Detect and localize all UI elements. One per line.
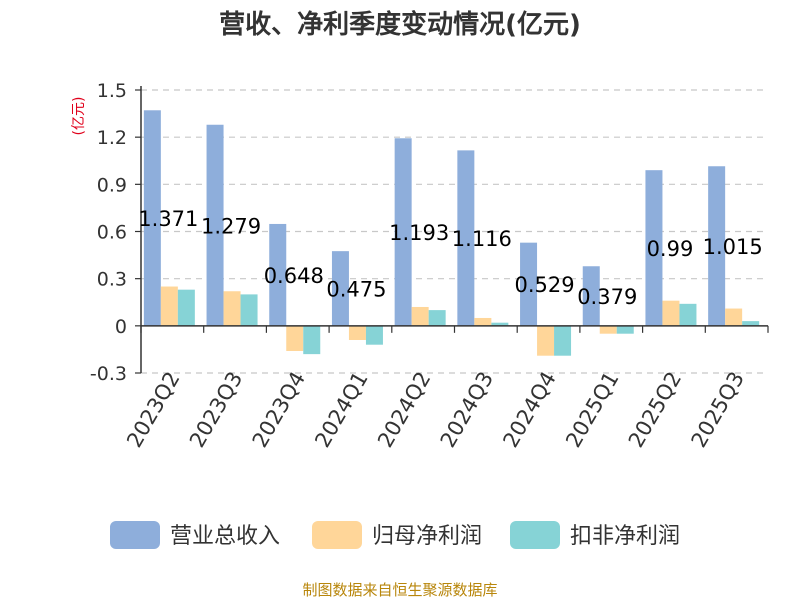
y-tick-label: 0	[115, 316, 127, 338]
bar-series-1[interactable]	[708, 166, 726, 326]
data-label: 1.371	[138, 207, 198, 231]
x-tick-label: 2024Q2	[373, 368, 435, 452]
legend-item-1[interactable]: 营业总收入	[110, 521, 280, 549]
bar-series-2[interactable]	[474, 317, 492, 326]
bar-series-2[interactable]	[411, 306, 429, 326]
data-label: 1.279	[201, 214, 261, 238]
x-tick-label: 2024Q4	[498, 368, 560, 452]
x-tick-label: 2023Q2	[122, 368, 184, 452]
bar-series-2[interactable]	[725, 308, 743, 326]
bar-series-2[interactable]	[599, 325, 617, 334]
data-label: 0.529	[514, 273, 574, 297]
data-label: 1.193	[389, 221, 449, 245]
bar-series-3[interactable]	[679, 303, 697, 326]
bar-series-3[interactable]	[616, 325, 634, 334]
bar-series-3[interactable]	[303, 325, 321, 355]
x-tick-label: 2025Q2	[624, 368, 686, 452]
bar-series-1[interactable]	[520, 242, 538, 326]
data-label: 0.379	[577, 285, 637, 309]
bar-series-3[interactable]	[365, 325, 383, 345]
data-label: 0.648	[264, 264, 324, 288]
bar-series-3[interactable]	[240, 294, 258, 326]
y-tick-label: 1.2	[97, 127, 127, 149]
bar-series-2[interactable]	[662, 300, 680, 326]
legend-swatch	[312, 521, 362, 549]
legend[interactable]: 营业总收入 归母净利润 扣非净利润	[110, 521, 680, 549]
bar-series-1[interactable]	[394, 138, 412, 326]
bar-series-3[interactable]	[177, 289, 195, 326]
x-tick-label: 2024Q1	[310, 368, 372, 452]
legend-swatch	[510, 521, 560, 549]
chart-title: 营收、净利季度变动情况(亿元)	[219, 9, 581, 40]
legend-label: 营业总收入	[170, 524, 280, 549]
legend-label: 扣非净利润	[570, 524, 680, 549]
bar-series-2[interactable]	[223, 291, 241, 326]
bar-series-3[interactable]	[491, 322, 509, 326]
bar-series-3[interactable]	[742, 321, 760, 326]
x-tick-label: 2025Q3	[687, 368, 749, 452]
bar-series-1[interactable]	[645, 170, 663, 326]
bar-series-3[interactable]	[428, 310, 446, 326]
legend-item-2[interactable]: 归母净利润	[312, 521, 482, 549]
bar-series-1[interactable]	[269, 223, 287, 326]
bar-series-3[interactable]	[554, 325, 572, 356]
bars	[143, 110, 760, 356]
legend-label: 归母净利润	[372, 524, 482, 549]
unit-label: (亿元)	[71, 97, 87, 136]
bar-series-1[interactable]	[457, 150, 475, 326]
source-note: 制图数据来自恒生聚源数据库	[302, 581, 497, 599]
data-label: 1.015	[703, 235, 763, 259]
y-tick-label: 0.3	[97, 269, 127, 291]
legend-item-3[interactable]: 扣非净利润	[510, 521, 680, 549]
legend-swatch	[110, 521, 160, 549]
y-tick-label: 0.6	[97, 222, 127, 244]
bar-series-2[interactable]	[348, 325, 366, 340]
bar-series-2[interactable]	[286, 325, 304, 351]
x-tick-label: 2025Q1	[561, 368, 623, 452]
y-tick-label: 1.5	[97, 80, 127, 102]
bar-series-2[interactable]	[537, 325, 555, 356]
x-tick-label: 2024Q3	[436, 368, 498, 452]
bar-series-2[interactable]	[160, 286, 178, 326]
x-tick-label: 2023Q3	[185, 368, 247, 452]
bar-series-1[interactable]	[582, 266, 600, 326]
data-label: 0.475	[326, 277, 386, 301]
y-tick-label: -0.3	[90, 363, 127, 385]
bar-series-1[interactable]	[206, 124, 224, 326]
y-tick-label: 0.9	[97, 174, 127, 196]
grid-lines	[141, 89, 768, 374]
bar-series-1[interactable]	[331, 251, 349, 326]
bar-series-1[interactable]	[143, 110, 161, 326]
x-tick-label: 2023Q4	[248, 368, 310, 452]
data-label: 0.99	[647, 237, 694, 261]
data-label: 1.116	[452, 227, 512, 251]
